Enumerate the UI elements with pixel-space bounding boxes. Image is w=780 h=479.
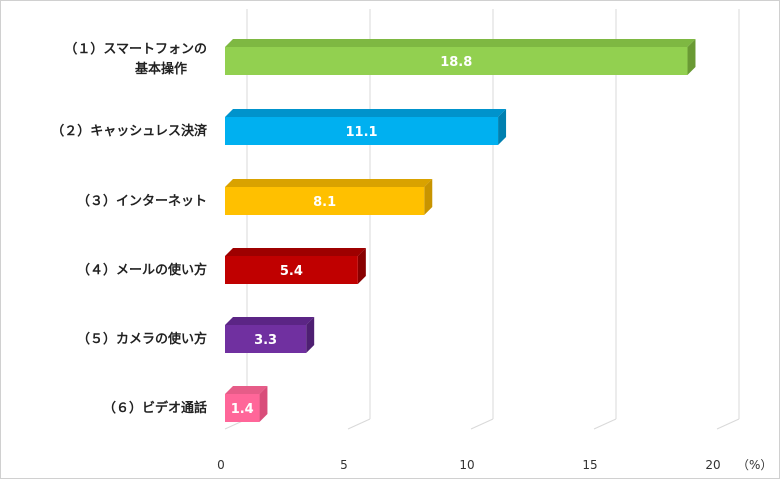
bar-value-label: 3.3 [254, 333, 277, 348]
category-label: （４）メールの使い方 [77, 262, 207, 278]
bar: 18.8 [225, 39, 696, 75]
bar-top-face [225, 248, 366, 256]
bar-top-face [225, 386, 268, 394]
category-label: （５）カメラの使い方 [77, 331, 207, 347]
gridline-floor [716, 418, 740, 430]
bar-front-face [225, 394, 260, 422]
x-tick-label: 20 [705, 458, 720, 472]
bar-side-face [424, 179, 433, 215]
bar-value-label: 11.1 [345, 125, 377, 140]
bar-side-face [306, 317, 315, 353]
bar: 1.4 [225, 386, 268, 422]
gridline-floor [470, 418, 494, 430]
bar-value-label: 1.4 [231, 402, 254, 417]
bar-side-face [687, 39, 696, 75]
unit-label: （%） [737, 458, 772, 472]
category-label: （３）インターネット [77, 193, 207, 209]
gridline-floor [593, 418, 617, 430]
bar-value-label: 8.1 [313, 195, 336, 210]
x-tick-label: 0 [217, 458, 225, 472]
bar-front-face [225, 325, 307, 353]
x-tick-labels: 0 5 10 15 20 [217, 458, 720, 472]
category-label: （１）スマートフォンの [64, 41, 207, 57]
bar-top-face [225, 317, 315, 325]
bars: 18.8 11.1 8.1 5.4 3.3 1.4 [225, 39, 696, 422]
bar-side-face [357, 248, 366, 284]
x-tick-label: 15 [582, 458, 597, 472]
bar-top-face [225, 179, 433, 187]
bar: 3.3 [225, 317, 315, 353]
bar-front-face [225, 47, 688, 75]
category-label: （２）キャッシュレス決済 [51, 123, 208, 139]
category-label: （６）ビデオ通話 [103, 400, 207, 416]
x-tick-label: 10 [459, 458, 474, 472]
bar-front-face [225, 117, 499, 145]
gridline-floor [347, 418, 371, 430]
bar-value-label: 18.8 [440, 55, 472, 70]
category-label: 基本操作 [134, 61, 187, 77]
bar: 11.1 [225, 109, 507, 145]
bar-top-face [225, 39, 696, 47]
bar-side-face [498, 109, 507, 145]
bar-top-face [225, 109, 507, 117]
bar-side-face [259, 386, 268, 422]
bar-value-label: 5.4 [280, 264, 303, 279]
bar-front-face [225, 256, 358, 284]
bar: 8.1 [225, 179, 433, 215]
x-tick-label: 5 [340, 458, 348, 472]
bar-front-face [225, 187, 425, 215]
bar: 5.4 [225, 248, 366, 284]
